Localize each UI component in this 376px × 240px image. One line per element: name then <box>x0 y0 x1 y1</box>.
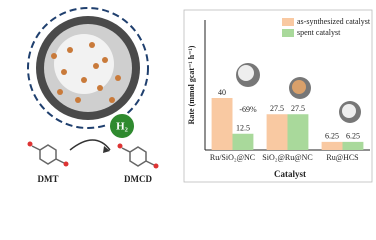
value-label: 27.5 <box>270 104 284 113</box>
bar <box>321 141 343 150</box>
gas-badge <box>108 112 136 140</box>
dashed-ring <box>27 7 149 129</box>
value-label: 6.25 <box>325 132 339 141</box>
oxygen-atoms <box>27 141 159 169</box>
graphical-abstract: H₂ DMT DMCD Rate (mmol gcat⁻¹ h⁻¹) Catal… <box>27 7 373 185</box>
value-label: 40 <box>218 88 226 97</box>
product-label: DMCD <box>124 174 152 184</box>
molecules <box>31 144 155 167</box>
particles <box>51 42 121 103</box>
bar <box>232 133 254 150</box>
chart-frame <box>183 9 373 183</box>
value-label: 27.5 <box>291 104 305 113</box>
legend-swatch <box>282 18 294 26</box>
reactant-label: DMT <box>38 174 59 184</box>
arrow-head <box>103 146 110 153</box>
value-label: 12.5 <box>236 124 250 133</box>
legend-label: as-synthesized catalyst <box>297 17 371 26</box>
value-label: 6.25 <box>346 132 360 141</box>
core <box>54 34 114 94</box>
legend-swatch <box>282 29 294 37</box>
arrow <box>69 139 111 151</box>
bar <box>287 114 309 150</box>
y-axis-label: Rate (mmol gcat⁻¹ h⁻¹) <box>187 45 196 124</box>
x-tick-label: Ru/SiO₂@NC <box>210 153 255 162</box>
bar <box>211 98 233 150</box>
illustration: H₂ DMT DMCD <box>27 7 159 184</box>
gas-label: H₂ <box>116 121 129 133</box>
annotation: -69% <box>239 105 257 114</box>
x-tick-label: SiO₂@Ru@NC <box>262 153 312 162</box>
bar <box>342 141 364 150</box>
x-axis-label: Catalyst <box>274 169 306 179</box>
bar <box>266 114 288 150</box>
x-tick-label: Ru@HCS <box>326 153 358 162</box>
legend-label: spent catalyst <box>297 28 341 37</box>
catalyst-icons <box>236 63 361 123</box>
